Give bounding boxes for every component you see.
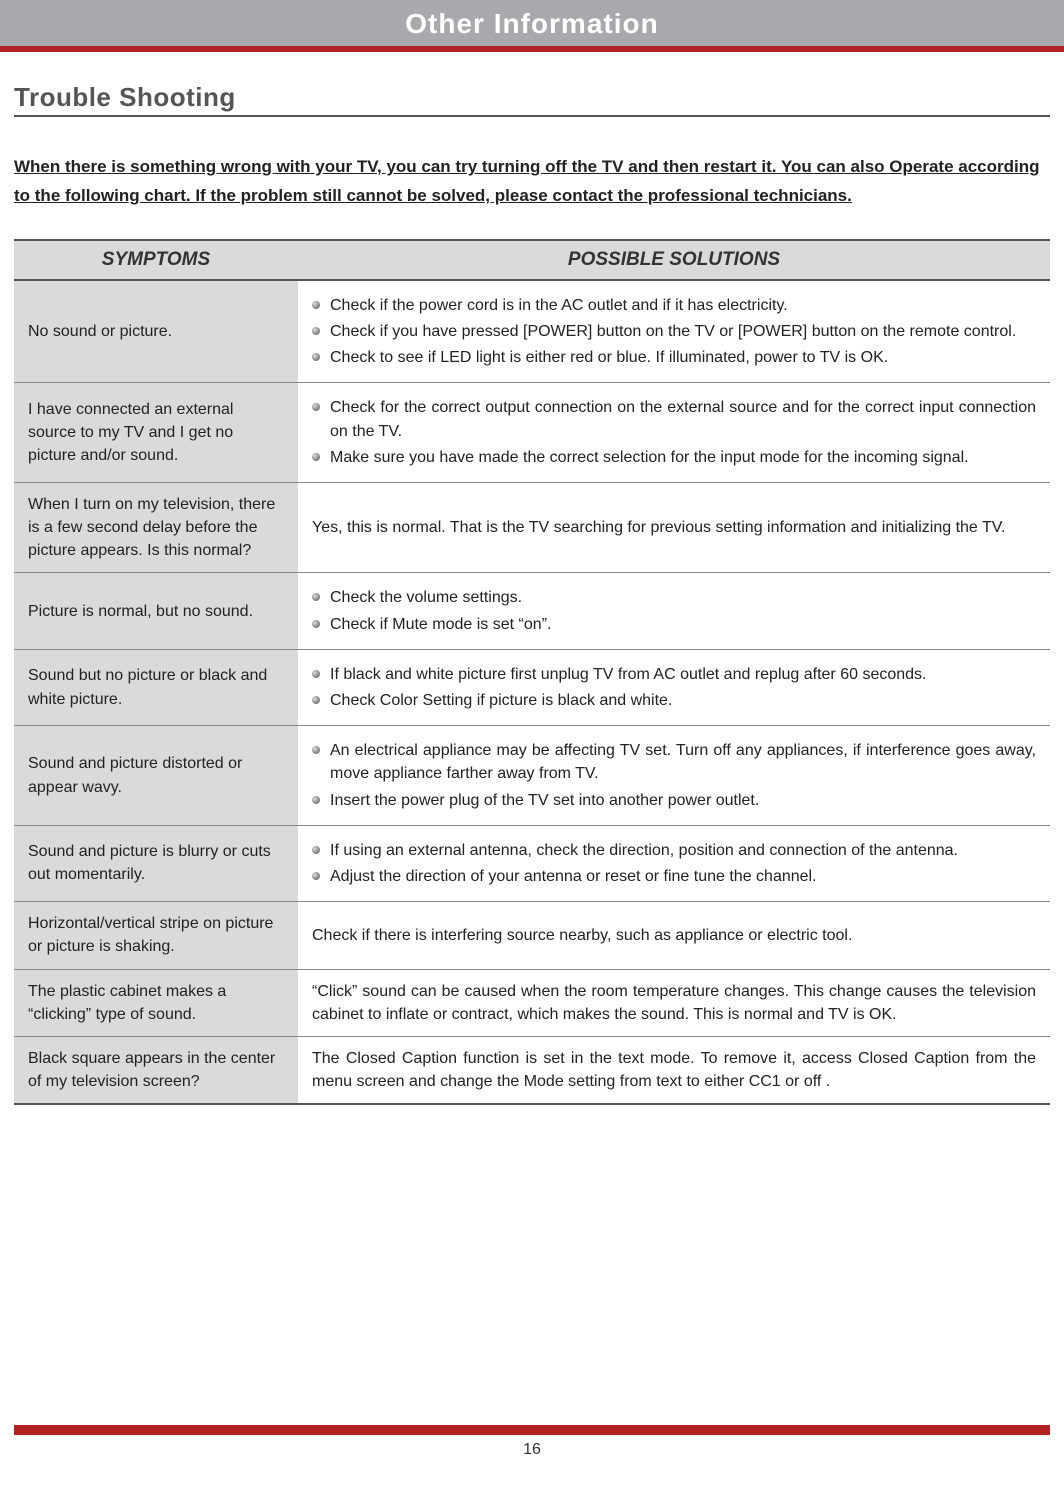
solution-cell: If black and white picture first unplug …: [298, 649, 1050, 725]
table-row: Sound but no picture or black and white …: [14, 649, 1050, 725]
solution-list: An electrical appliance may be affecting…: [312, 739, 1036, 812]
table-row: Sound and picture distorted or appear wa…: [14, 726, 1050, 826]
solution-item: Check Color Setting if picture is black …: [312, 689, 1036, 712]
solution-cell: Yes, this is normal. That is the TV sear…: [298, 482, 1050, 573]
solution-cell: Check if the power cord is in the AC out…: [298, 280, 1050, 383]
symptom-cell: Black square appears in the center of my…: [14, 1036, 298, 1104]
symptom-cell: No sound or picture.: [14, 280, 298, 383]
solution-item: An electrical appliance may be affecting…: [312, 739, 1036, 785]
solution-item: Check if you have pressed [POWER] button…: [312, 320, 1036, 343]
solution-cell: Check for the correct output connection …: [298, 383, 1050, 483]
table-row: Sound and picture is blurry or cuts out …: [14, 825, 1050, 901]
solution-item: Check to see if LED light is either red …: [312, 346, 1036, 369]
table-row: No sound or picture. Check if the power c…: [14, 280, 1050, 383]
solution-item: Check if the power cord is in the AC out…: [312, 294, 1036, 317]
intro-text: When there is something wrong with your …: [14, 153, 1050, 211]
solution-item: Check for the correct output connection …: [312, 396, 1036, 442]
solution-item: If black and white picture first unplug …: [312, 663, 1036, 686]
section-title: Trouble Shooting: [14, 82, 1050, 117]
col-header-symptoms: SYMPTOMS: [14, 240, 298, 280]
solution-item: If using an external antenna, check the …: [312, 839, 1036, 862]
symptom-cell: Sound and picture distorted or appear wa…: [14, 726, 298, 826]
symptom-cell: I have connected an external source to m…: [14, 383, 298, 483]
col-header-solutions: POSSIBLE SOLUTIONS: [298, 240, 1050, 280]
solution-list: Check for the correct output connection …: [312, 396, 1036, 469]
page-number: 16: [14, 1441, 1050, 1479]
table-row: Picture is normal, but no sound. Check th…: [14, 573, 1050, 649]
table-row: Horizontal/vertical stripe on picture or…: [14, 902, 1050, 969]
solution-cell: Check the volume settings. Check if Mute …: [298, 573, 1050, 649]
troubleshooting-table: SYMPTOMS POSSIBLE SOLUTIONS No sound or …: [14, 239, 1050, 1106]
page-header: Other Information: [0, 0, 1064, 46]
symptom-cell: Sound but no picture or black and white …: [14, 649, 298, 725]
solution-list: If using an external antenna, check the …: [312, 839, 1036, 888]
table-row: Black square appears in the center of my…: [14, 1036, 1050, 1104]
solution-cell: “Click” sound can be caused when the roo…: [298, 969, 1050, 1036]
table-row: The plastic cabinet makes a “clicking” t…: [14, 969, 1050, 1036]
table-row: I have connected an external source to m…: [14, 383, 1050, 483]
symptom-cell: Sound and picture is blurry or cuts out …: [14, 825, 298, 901]
solution-item: Insert the power plug of the TV set into…: [312, 789, 1036, 812]
solution-cell: An electrical appliance may be affecting…: [298, 726, 1050, 826]
content-area: Trouble Shooting When there is something…: [0, 52, 1064, 1105]
symptom-cell: Picture is normal, but no sound.: [14, 573, 298, 649]
solution-item: Make sure you have made the correct sele…: [312, 446, 1036, 469]
header-title: Other Information: [405, 8, 658, 39]
solution-cell: If using an external antenna, check the …: [298, 825, 1050, 901]
symptom-cell: The plastic cabinet makes a “clicking” t…: [14, 969, 298, 1036]
solution-cell: The Closed Caption function is set in th…: [298, 1036, 1050, 1104]
solution-list: If black and white picture first unplug …: [312, 663, 1036, 712]
symptom-cell: Horizontal/vertical stripe on picture or…: [14, 902, 298, 969]
table-row: When I turn on my television, there is a…: [14, 482, 1050, 573]
solution-cell: Check if there is interfering source nea…: [298, 902, 1050, 969]
footer-rule: [14, 1425, 1050, 1435]
solution-list: Check if the power cord is in the AC out…: [312, 294, 1036, 370]
solution-item: Adjust the direction of your antenna or …: [312, 865, 1036, 888]
footer: 16: [0, 1425, 1064, 1479]
solution-list: Check the volume settings. Check if Mute …: [312, 586, 1036, 635]
symptom-cell: When I turn on my television, there is a…: [14, 482, 298, 573]
solution-item: Check the volume settings.: [312, 586, 1036, 609]
solution-item: Check if Mute mode is set “on”.: [312, 613, 1036, 636]
